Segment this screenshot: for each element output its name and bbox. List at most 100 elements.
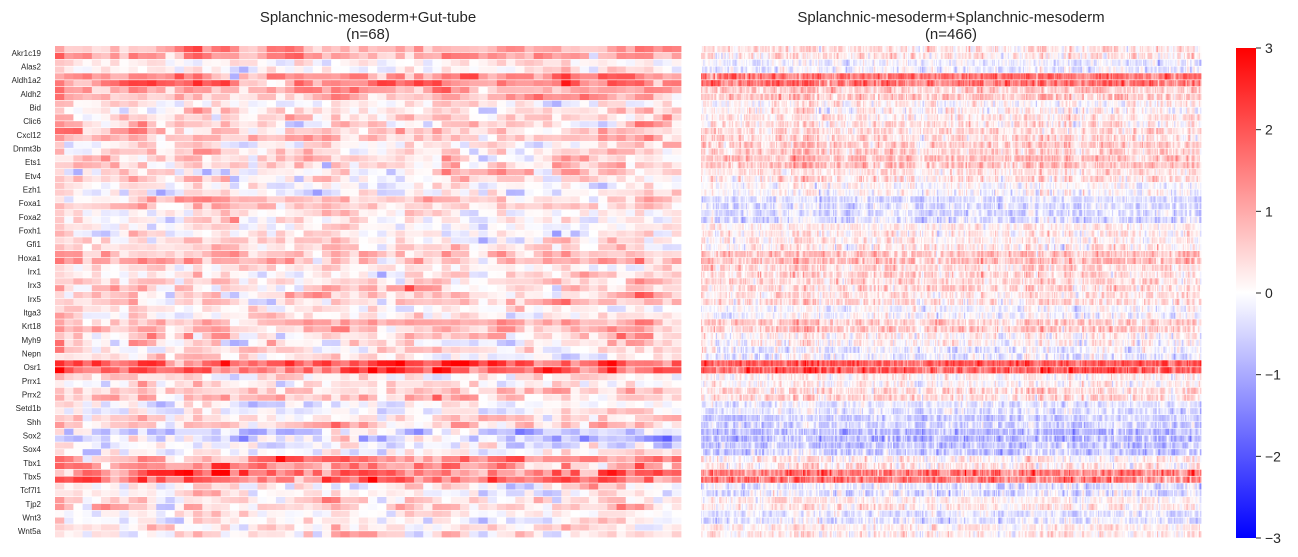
heatmap-cell	[128, 73, 139, 80]
heatmap-cell	[616, 469, 627, 476]
heatmap-cell	[340, 134, 350, 142]
heatmap-cell	[165, 237, 176, 244]
heatmap-cell	[579, 319, 590, 326]
heatmap-cell	[478, 66, 489, 73]
heatmap-cell	[671, 415, 682, 422]
heatmap-cell	[248, 387, 258, 394]
heatmap-cell	[110, 237, 120, 244]
heatmap-cell	[423, 346, 433, 353]
heatmap-cell	[570, 134, 581, 142]
heatmap-cell	[552, 435, 562, 442]
heatmap-cell	[524, 421, 535, 429]
heatmap-cell	[275, 141, 286, 148]
heatmap-cell	[229, 476, 240, 483]
heatmap-cell	[128, 339, 139, 347]
heatmap-cell	[524, 326, 535, 333]
heatmap-cell	[386, 346, 397, 353]
heatmap-cell	[174, 421, 185, 429]
heatmap-cell	[248, 271, 258, 278]
heatmap-cell	[662, 251, 673, 258]
heatmap-cell	[174, 257, 185, 265]
heatmap-cell	[588, 264, 599, 271]
heatmap-cell	[653, 121, 663, 128]
heatmap-cell	[156, 469, 166, 476]
heatmap-cell	[598, 264, 608, 271]
heatmap-cell	[73, 196, 84, 203]
heatmap-cell	[579, 415, 590, 422]
heatmap-cell	[460, 251, 470, 258]
heatmap-cell	[294, 421, 304, 429]
heatmap-cell	[386, 244, 397, 251]
heatmap-cell	[183, 230, 194, 237]
heatmap-cell	[82, 326, 93, 333]
heatmap-cell	[294, 162, 304, 169]
heatmap-cell	[552, 469, 562, 476]
heatmap-cell	[183, 244, 194, 251]
heatmap-cell	[174, 326, 185, 333]
heatmap-cell	[312, 380, 323, 388]
heatmap-cell	[634, 476, 645, 483]
heatmap-cell	[561, 196, 571, 203]
heatmap-cell	[542, 503, 553, 511]
heatmap-cell	[101, 223, 111, 230]
heatmap-cell	[73, 244, 84, 251]
heatmap-cell	[110, 367, 120, 374]
heatmap-cell	[524, 203, 535, 210]
heatmap-cell	[570, 196, 581, 203]
heatmap-cell	[460, 339, 470, 347]
heatmap-cell	[561, 367, 571, 374]
heatmap-cell	[156, 353, 166, 360]
heatmap-cell	[358, 203, 369, 210]
heatmap-cell	[285, 435, 295, 442]
heatmap-cell	[662, 210, 673, 217]
heatmap-cell	[193, 346, 203, 353]
heatmap-cell	[478, 155, 489, 162]
heatmap-cell	[266, 326, 277, 333]
heatmap-cell	[487, 346, 498, 353]
heatmap-cell	[561, 285, 571, 292]
heatmap-cell	[128, 285, 139, 292]
heatmap-cell	[211, 346, 222, 353]
heatmap-cell	[395, 285, 406, 292]
heatmap-cell	[202, 175, 212, 183]
heatmap-cell	[101, 510, 111, 517]
heatmap-cell	[156, 462, 166, 470]
heatmap-cell	[662, 285, 673, 292]
heatmap-cell	[331, 141, 341, 148]
heatmap-cell	[82, 52, 93, 60]
heatmap-cell	[441, 387, 452, 394]
heatmap-cell	[165, 503, 176, 511]
heatmap-cell	[239, 333, 249, 340]
heatmap-cell	[487, 244, 498, 251]
heatmap-cell	[570, 73, 581, 80]
heatmap-cell	[147, 503, 157, 511]
heatmap-cell	[275, 490, 286, 497]
heatmap-cell	[386, 469, 397, 476]
heatmap-cell	[156, 59, 166, 66]
heatmap-cell	[515, 524, 525, 531]
heatmap-cell	[607, 333, 617, 340]
heatmap-cell	[469, 107, 479, 114]
heatmap-cell	[174, 394, 185, 401]
heatmap-cell	[137, 490, 148, 497]
heatmap-cell	[460, 292, 470, 299]
heatmap-cell	[174, 490, 185, 497]
heatmap-cell	[183, 387, 194, 394]
heatmap-cell	[496, 175, 507, 183]
heatmap-cell	[552, 415, 562, 422]
heatmap-cell	[147, 421, 157, 429]
heatmap-cell	[496, 251, 507, 258]
heatmap-cell	[662, 189, 673, 196]
heatmap-cell	[193, 374, 203, 381]
heatmap-cell	[432, 503, 443, 511]
heatmap-cell	[101, 162, 111, 169]
heatmap-cell	[552, 346, 562, 353]
heatmap-cell	[542, 100, 553, 107]
heatmap-cell	[165, 66, 176, 73]
heatmap-cell	[570, 155, 581, 162]
heatmap-cell	[487, 312, 498, 319]
heatmap-cell	[275, 483, 286, 490]
heatmap-cell	[266, 203, 277, 210]
heatmap-cell	[331, 80, 341, 87]
heatmap-cell	[55, 87, 65, 94]
